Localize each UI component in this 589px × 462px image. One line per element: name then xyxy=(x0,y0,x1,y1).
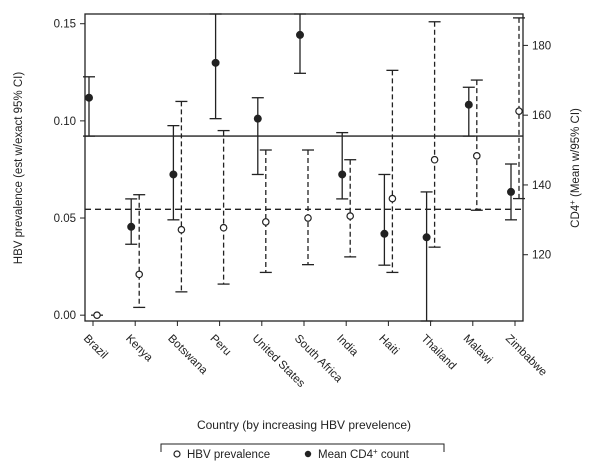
y-axis-right-label: CD4+ (Mean w/95% CI) xyxy=(568,108,582,228)
cd4-point xyxy=(422,233,431,242)
series-mean-cd4 xyxy=(83,13,517,322)
cd4-point xyxy=(211,58,220,67)
hbv-point xyxy=(515,107,523,115)
hbv-point xyxy=(93,311,101,319)
y-left-tick-label: 0.05 xyxy=(54,213,76,225)
legend-label-cd4-main: Mean CD4 xyxy=(318,449,374,461)
hbv-point xyxy=(304,214,312,222)
legend-label-cd4-rest: count xyxy=(378,449,410,461)
hbv-point xyxy=(219,223,228,232)
cd4-point xyxy=(338,170,347,179)
left-axis: 0.00 0.05 0.10 0.15 xyxy=(54,19,85,322)
y-left-tick-label: 0.00 xyxy=(54,310,76,322)
hbv-point xyxy=(261,218,270,226)
hbv-point xyxy=(135,270,144,279)
y-axis-left-label: HBV prevalence (est w/exact 95% CI) xyxy=(13,72,25,265)
y-right-tick-label: 120 xyxy=(532,250,551,262)
hbv-point xyxy=(346,212,355,220)
legend-marker-cd4 xyxy=(304,450,312,458)
cd4-point xyxy=(253,114,262,123)
y-left-tick-label: 0.15 xyxy=(54,19,76,31)
x-axis-label: Country (by increasing HBV prevelence) xyxy=(197,418,411,432)
hbv-point xyxy=(177,225,186,234)
y-axis-right-label-main: CD4 xyxy=(570,204,582,228)
y-right-tick-label: 180 xyxy=(532,40,551,52)
y-axis-right-label-sup: + xyxy=(568,200,577,205)
cd4-point xyxy=(380,229,389,238)
y-right-tick-label: 140 xyxy=(532,180,551,192)
right-axis: 120 140 160 180 xyxy=(523,40,551,262)
legend: HBV prevalence Mean CD4+ count xyxy=(160,443,445,461)
legend-label-cd4: Mean CD4+ count xyxy=(318,447,410,461)
legend-label-hbv: HBV prevalence xyxy=(187,449,270,461)
y-left-tick-label: 0.10 xyxy=(54,116,76,128)
legend-marker-hbv xyxy=(173,450,181,458)
reference-lines xyxy=(85,135,523,210)
hbv-point xyxy=(388,194,397,203)
cd4-point xyxy=(296,30,305,39)
cd4-point xyxy=(84,93,93,102)
cd4-point xyxy=(464,100,473,109)
cd4-point xyxy=(127,222,136,231)
hbv-point xyxy=(430,155,439,164)
legend-label-cd4-sup: + xyxy=(373,447,378,456)
hbv-point xyxy=(472,152,481,160)
y-axis-right-label-rest: (Mean w/95% CI) xyxy=(570,108,582,200)
y-right-tick-label: 160 xyxy=(532,110,551,122)
cd4-point xyxy=(507,187,516,196)
series-hbv-prevalence xyxy=(91,17,525,319)
cd4-point xyxy=(169,170,178,179)
legend-frame xyxy=(160,443,445,452)
